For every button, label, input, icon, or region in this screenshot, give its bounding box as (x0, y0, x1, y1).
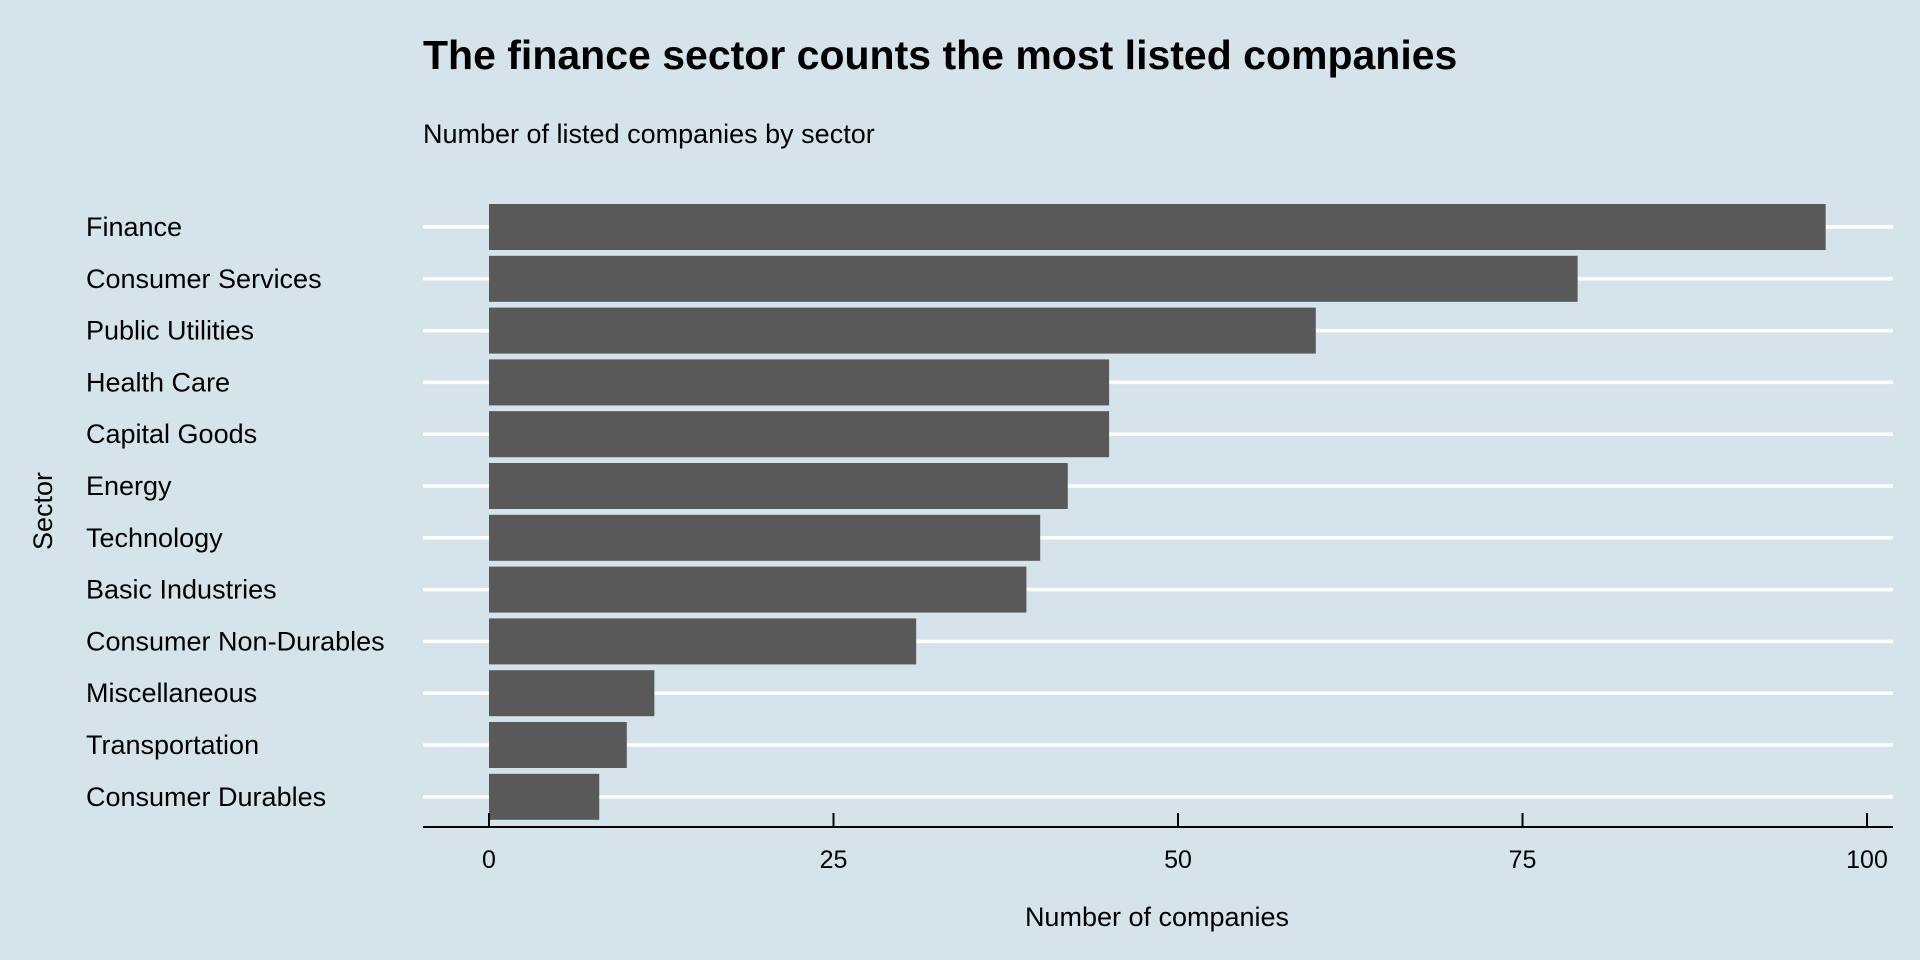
bar (489, 463, 1068, 509)
category-label: Miscellaneous (86, 678, 257, 708)
chart-title: The finance sector counts the most liste… (423, 32, 1457, 78)
chart-subtitle: Number of listed companies by sector (423, 119, 875, 149)
category-labels: Finance Consumer Services Public Utilities… (86, 212, 385, 812)
bar (489, 359, 1110, 406)
category-label: Transportation (86, 730, 259, 760)
x-tick-label: 75 (1509, 846, 1537, 874)
category-label: Health Care (86, 367, 230, 397)
category-label: Consumer Services (86, 264, 322, 294)
y-axis-title: Sector (28, 472, 58, 550)
category-label: Technology (86, 523, 223, 553)
x-tick-label: 50 (1164, 846, 1192, 874)
x-tick-label: 100 (1846, 846, 1888, 874)
bar (489, 411, 1110, 458)
bar (489, 670, 655, 717)
bar (489, 566, 1027, 613)
x-tick-label: 25 (820, 846, 848, 874)
category-label: Basic Industries (86, 575, 277, 605)
bar (489, 773, 600, 820)
x-tick-label: 0 (482, 846, 496, 874)
bar (489, 514, 1041, 561)
category-label: Finance (86, 212, 182, 242)
x-tick-labels: 0 25 50 75 100 (482, 846, 1888, 874)
category-label: Capital Goods (86, 419, 257, 449)
category-label: Public Utilities (86, 316, 254, 346)
x-axis (423, 813, 1893, 828)
category-label: Consumer Durables (86, 782, 326, 812)
bar (489, 722, 627, 768)
bar (489, 255, 1578, 302)
bars (489, 204, 1826, 820)
bar (489, 307, 1316, 354)
bar (489, 204, 1826, 250)
category-label: Consumer Non-Durables (86, 626, 385, 656)
x-axis-title: Number of companies (1025, 902, 1289, 932)
bar (489, 618, 917, 665)
category-label: Energy (86, 471, 172, 501)
